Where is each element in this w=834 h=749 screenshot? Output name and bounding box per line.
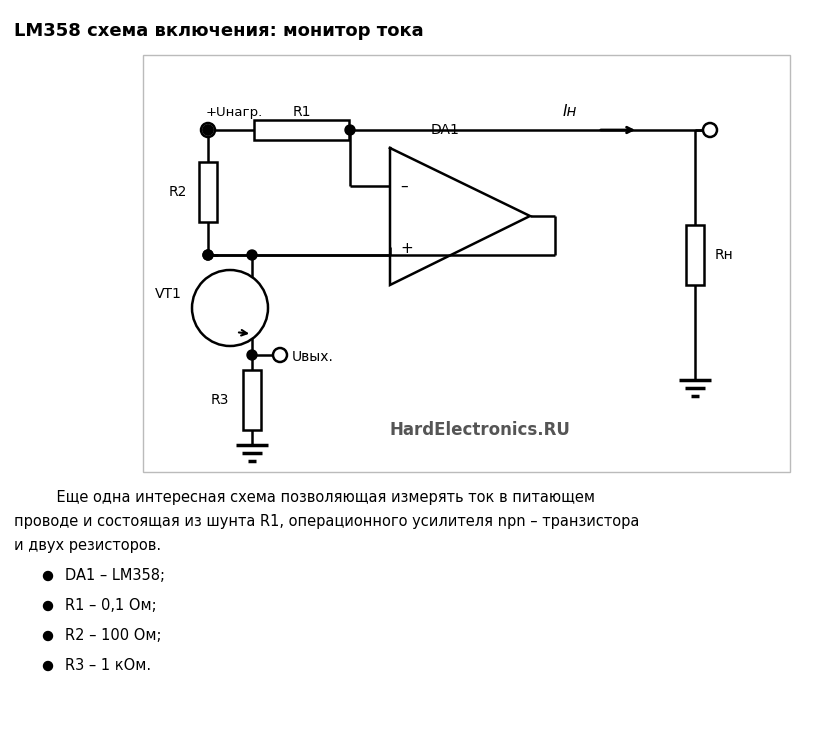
Circle shape xyxy=(203,250,213,260)
Text: R3: R3 xyxy=(211,393,229,407)
Circle shape xyxy=(203,125,213,135)
Text: –: – xyxy=(400,179,408,194)
Text: R3 – 1 кОм.: R3 – 1 кОм. xyxy=(65,658,151,673)
Text: R2 – 100 Ом;: R2 – 100 Ом; xyxy=(65,628,162,643)
Bar xyxy=(243,370,261,430)
Text: Еще одна интересная схема позволяющая измерять ток в питающем: Еще одна интересная схема позволяющая из… xyxy=(38,490,595,505)
Bar xyxy=(686,225,704,285)
Circle shape xyxy=(203,125,213,135)
Circle shape xyxy=(247,250,257,260)
Circle shape xyxy=(273,348,287,362)
Text: DA1 – LM358;: DA1 – LM358; xyxy=(65,568,165,583)
Text: +Uнагр.: +Uнагр. xyxy=(206,106,264,119)
Text: R2: R2 xyxy=(168,185,187,199)
Circle shape xyxy=(201,123,215,137)
Text: проводе и состоящая из шунта R1, операционного усилителя npn – транзистора: проводе и состоящая из шунта R1, операци… xyxy=(14,514,640,529)
Circle shape xyxy=(192,270,268,346)
Circle shape xyxy=(203,250,213,260)
Text: Rн: Rн xyxy=(715,248,734,262)
Bar xyxy=(143,55,790,472)
Text: LM358 схема включения: монитор тока: LM358 схема включения: монитор тока xyxy=(14,22,424,40)
Text: Iн: Iн xyxy=(563,104,577,119)
Bar xyxy=(199,162,217,222)
Circle shape xyxy=(43,571,53,580)
Text: VT1: VT1 xyxy=(155,287,182,301)
Text: +: + xyxy=(400,241,413,256)
Bar xyxy=(254,120,349,140)
Text: DA1: DA1 xyxy=(430,123,460,137)
Text: и двух резисторов.: и двух резисторов. xyxy=(14,538,161,553)
Circle shape xyxy=(43,601,53,610)
Circle shape xyxy=(247,350,257,360)
Circle shape xyxy=(43,631,53,640)
Text: Uвых.: Uвых. xyxy=(292,350,334,364)
Text: R1 – 0,1 Ом;: R1 – 0,1 Ом; xyxy=(65,598,157,613)
Circle shape xyxy=(703,123,717,137)
Circle shape xyxy=(43,661,53,670)
Text: HardElectronics.RU: HardElectronics.RU xyxy=(389,421,570,439)
Text: R1: R1 xyxy=(293,105,311,119)
Circle shape xyxy=(345,125,355,135)
